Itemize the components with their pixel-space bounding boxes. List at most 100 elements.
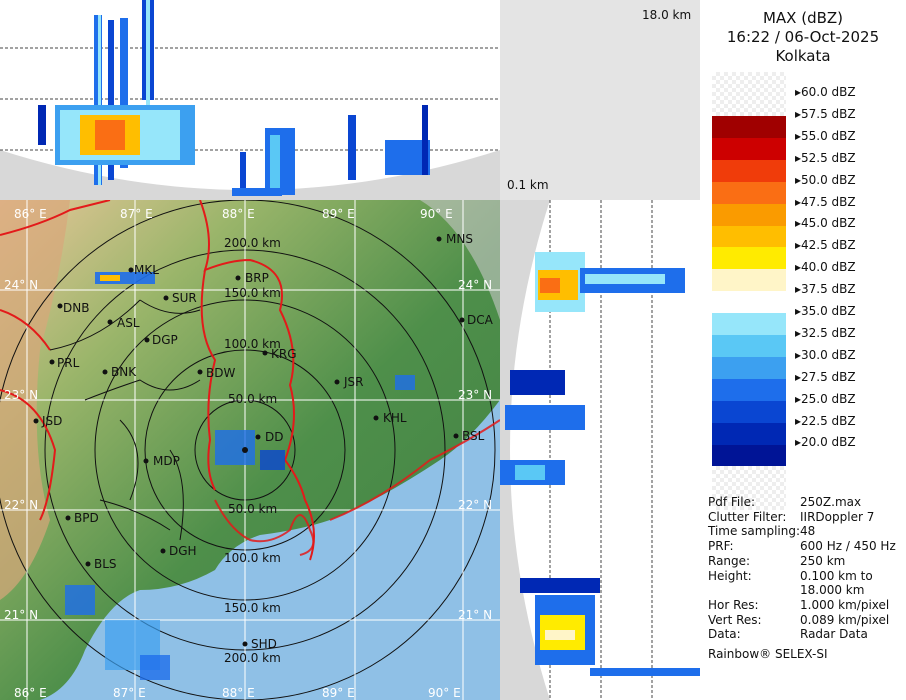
scale-label: ▸35.0 dBZ (795, 304, 856, 318)
lon-label: 89° E (322, 686, 355, 700)
info-value: 600 Hz / 450 Hz (800, 539, 896, 554)
city-label: KRG (271, 347, 297, 361)
top-echo-column (422, 105, 428, 175)
info-value: 48 (800, 524, 816, 539)
range-ring-label: 50.0 km (228, 502, 277, 516)
city-label: BRP (245, 271, 269, 285)
lon-label: 90° E (428, 686, 461, 700)
lat-label: 21° N (458, 608, 492, 622)
city-label: DD (265, 430, 283, 444)
scale-swatch (712, 181, 786, 205)
scale-swatch (712, 137, 786, 161)
city-label: SUR (172, 291, 197, 305)
city-label: DCA (467, 313, 494, 327)
scale-swatch (712, 116, 786, 139)
side-echo-band (510, 370, 565, 395)
info-key: Clutter Filter: (708, 509, 787, 524)
scale-label: ▸52.5 dBZ (795, 150, 856, 165)
echo-cell (260, 450, 285, 470)
scale-label: ▸42.5 dBZ (795, 238, 856, 253)
info-value: 250 km (800, 553, 846, 568)
scale-label: ▸30.0 dBZ (795, 347, 856, 362)
top-echo-column (240, 152, 246, 192)
side-echo-band (590, 668, 700, 676)
scale-label: ▸25.0 dBZ (795, 391, 856, 406)
lon-label: 89° E (322, 207, 355, 221)
range-ring-label: 200.0 km (224, 236, 281, 250)
echo-cell (140, 655, 170, 680)
product-datetime: 16:22 / 06-Oct-2025 (726, 28, 880, 46)
top-echo-column (108, 20, 114, 180)
side-echo-band (545, 630, 575, 640)
graticule-labels: 86° E 87° E 88° E 89° E 90° E 86° E 87° … (4, 207, 492, 700)
scale-label: ▸50.0 dBZ (795, 172, 856, 187)
out-of-range-area (420, 200, 500, 320)
city-label: BPD (74, 511, 99, 525)
range-ring-label: 50.0 km (228, 392, 277, 406)
city-labels: MNS BRP MKL SUR DNB ASL DCA DGP KRG PRL … (41, 232, 494, 651)
city-label: SHD (251, 637, 277, 651)
lat-label: 23° N (4, 388, 38, 402)
echo-cell (215, 430, 255, 465)
scale-swatch (712, 269, 786, 292)
info-key: Pdf File: (708, 495, 756, 509)
scale-swatch (712, 159, 786, 183)
state-boundary (0, 200, 315, 561)
info-value: 0.100 km to (800, 568, 873, 583)
range-ring-label: 100.0 km (224, 337, 281, 351)
height-bottom-label: 0.1 km (507, 178, 549, 192)
lat-label: 24° N (458, 278, 492, 292)
lat-label: 22° N (4, 498, 38, 512)
scale-swatch (712, 400, 786, 424)
city-label: JSR (343, 375, 364, 389)
scale-swatch (712, 335, 786, 358)
info-key: Vert Res: (708, 612, 762, 627)
coastline (214, 419, 500, 556)
scale-label: ▸40.0 dBZ (795, 260, 856, 275)
scale-label: ▸45.0 dBZ (795, 216, 856, 231)
info-value: 0.089 km/pixel (800, 612, 890, 627)
lon-label: 88° E (222, 207, 255, 221)
side-echo-band (540, 278, 560, 293)
info-key: Hor Res: (708, 597, 759, 612)
side-echo-band (515, 465, 545, 480)
echo-cell (395, 375, 415, 390)
scale-swatch (712, 444, 786, 467)
scale-label: ▸55.0 dBZ (795, 128, 856, 143)
lat-label: 24° N (4, 278, 38, 292)
radar-ppi-map: MNS BRP MKL SUR DNB ASL DCA DGP KRG PRL … (0, 200, 500, 700)
side-echo-band (585, 274, 665, 284)
side-echo-band (520, 578, 600, 593)
legend-panel: MAX (dBZ) 16:22 / 06-Oct-2025 Kolkata ▸6… (700, 0, 906, 700)
city-label: JSD (41, 414, 62, 428)
top-right-corner-fill (500, 0, 700, 200)
info-value: 1.000 km/pixel (800, 597, 890, 612)
info-value: Radar Data (800, 627, 868, 642)
echo-cell (65, 585, 95, 615)
city-label: MNS (446, 232, 473, 246)
range-ring-label: 200.0 km (224, 651, 281, 665)
lon-label: 88° E (222, 686, 255, 700)
scale-swatch (712, 356, 786, 380)
city-label: ASL (117, 316, 140, 330)
lat-label: 23° N (458, 388, 492, 402)
range-ring-labels: 50.0 km 100.0 km 150.0 km 200.0 km 50.0 … (224, 236, 281, 665)
info-key: Height: (708, 568, 752, 583)
scale-over-range-swatch (712, 72, 786, 116)
echo-cell (100, 275, 120, 281)
info-key: Time sampling: (708, 524, 801, 539)
info-key: PRF: (708, 539, 734, 554)
city-label: MDP (153, 454, 180, 468)
scale-label: ▸60.0 dBZ (795, 85, 856, 99)
scale-swatch (712, 203, 786, 226)
info-value: IIRDoppler 7 (800, 509, 875, 524)
scale-label: ▸37.5 dBZ (795, 282, 856, 297)
range-ring-label: 150.0 km (224, 286, 281, 300)
range-ring (0, 200, 496, 700)
info-key: Data: (708, 627, 741, 642)
lon-label: 87° E (120, 207, 153, 221)
side-terrain-shade (500, 200, 550, 700)
city-label: MKL (134, 263, 159, 277)
scale-swatch (712, 291, 786, 314)
side-echo-band (505, 405, 585, 430)
